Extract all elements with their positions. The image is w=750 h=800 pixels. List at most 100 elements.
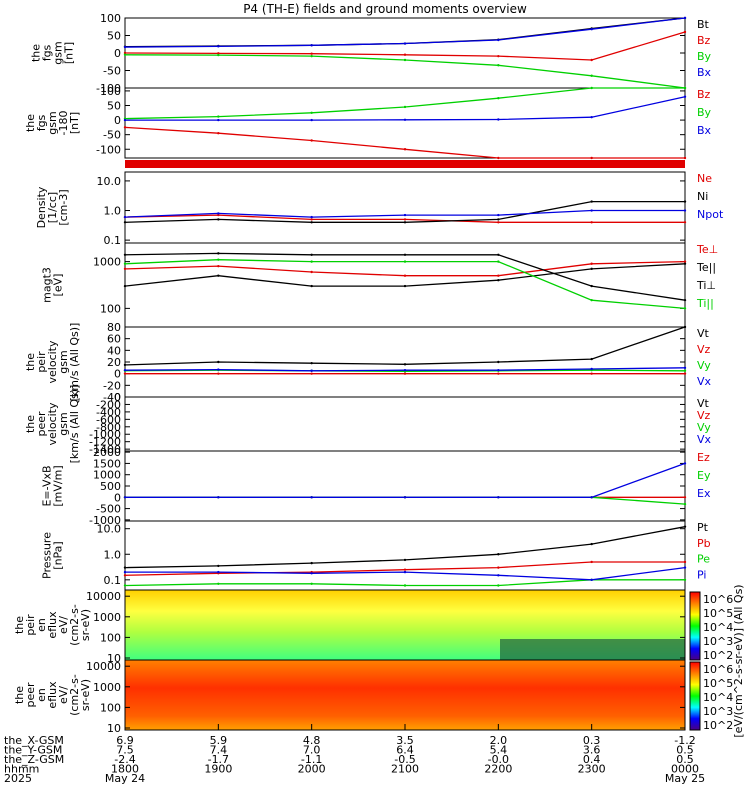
- xaxis-value: 4.8: [303, 734, 321, 747]
- colorbar: [689, 591, 701, 661]
- y-axis-label: sr-eV): [79, 679, 92, 711]
- legend-Bt: Bt: [697, 18, 710, 31]
- panel-vel_burst: 0-200-400-600-800-1000-1200-1400 thepeerv…: [24, 385, 712, 464]
- y-tick-label: -40: [103, 391, 121, 404]
- colorbar-tick-label: 10^4: [703, 621, 733, 634]
- series-point-Bz: [590, 58, 593, 62]
- y-tick-label: 10.0: [97, 523, 122, 536]
- series-point-Te||: [217, 274, 220, 277]
- series-point-Vx: [123, 368, 127, 372]
- y-tick-label: 20: [107, 356, 121, 369]
- legend-Vx: Vx: [697, 375, 712, 388]
- series-point-Ti⊥: [590, 284, 593, 288]
- y-axis-label: [km/s (All Qs)]: [68, 323, 81, 402]
- series-point-By: [123, 53, 127, 56]
- y-tick-label: 1000: [93, 681, 121, 694]
- panel-frame: [124, 396, 686, 452]
- series-line-Vt: [124, 326, 686, 366]
- series-line-By: [124, 87, 685, 120]
- legend-Ex: Ex: [697, 487, 711, 500]
- series-point-Te||: [590, 267, 593, 271]
- y-tick-label: 2000: [93, 446, 121, 459]
- series-point-Vt: [497, 360, 500, 364]
- xaxis-value: 0.3: [583, 734, 601, 747]
- y-tick-label: -500: [96, 503, 121, 516]
- spectrogram-lowflux-region: [500, 639, 685, 660]
- y-tick-label: 10000: [86, 660, 121, 673]
- series-point-By: [683, 86, 687, 90]
- y-axis-label: the: [30, 44, 43, 62]
- series-point-Npot: [403, 213, 407, 217]
- series-point-Te⊥: [310, 270, 313, 274]
- xaxis-value: 3.5: [396, 734, 414, 747]
- colorbar-tick-label: 10^2: [703, 649, 733, 662]
- y-tick-label: -600: [96, 413, 121, 426]
- series-point-Pt: [123, 566, 127, 569]
- xaxis-value: May 25: [665, 772, 705, 785]
- legend-By: By: [697, 50, 712, 63]
- y-axis-label: the: [13, 616, 26, 634]
- y-tick-label: 1500: [93, 457, 121, 470]
- series-point-Ti⊥: [310, 253, 313, 256]
- y-axis-label: gsm: [57, 412, 70, 435]
- series-point-Ti⊥: [403, 253, 407, 256]
- xaxis-value: 6.9: [116, 734, 134, 747]
- series-point-Vx: [683, 366, 687, 370]
- y-tick-label: 0.1: [104, 574, 122, 587]
- series-point-Bx: [217, 45, 220, 48]
- legend-Vz: Vz: [697, 409, 711, 422]
- series-point-Vz: [310, 372, 313, 375]
- series-point-Bz: [310, 52, 313, 55]
- y-tick-label: -400: [96, 406, 121, 419]
- y-axis-label: gsm: [46, 111, 59, 134]
- xaxis-value: 6.4: [396, 744, 414, 757]
- legend-Bz: Bz: [697, 34, 711, 47]
- y-tick-label: -100: [96, 82, 121, 95]
- legend-Bz: Bz: [697, 88, 711, 101]
- xaxis-row-label: hhmm: [4, 763, 39, 776]
- series-point-Bz: [217, 52, 220, 55]
- y-axis-label: eV/: [57, 686, 70, 704]
- y-tick-label: -20: [103, 379, 121, 392]
- y-tick-label: 1.0: [104, 548, 122, 561]
- xaxis-value: -1.2: [674, 734, 695, 747]
- series-point-Ex: [497, 496, 500, 499]
- colorbar-tick-label: 10^5: [703, 677, 733, 690]
- y-tick-label: 100: [100, 85, 121, 98]
- xaxis-value: 1900: [204, 763, 232, 776]
- y-tick-label: -50: [103, 65, 121, 78]
- series-point-Ex: [683, 462, 687, 465]
- series-point-Vx: [403, 368, 407, 372]
- series-point-Pe: [123, 584, 127, 587]
- series-point-Pe: [683, 578, 687, 582]
- series-point-Bx: [683, 16, 687, 20]
- colorbar-tick-label: 10^2: [703, 719, 733, 732]
- series-point-Bz: [123, 126, 127, 129]
- colorbar-tick-label: 10^3: [703, 635, 733, 648]
- series-point-Bx: [497, 38, 500, 42]
- xaxis-value: -2.4: [114, 753, 135, 766]
- series-point-Bz: [310, 139, 313, 142]
- series-point-Ni: [217, 218, 220, 221]
- y-axis-label: the: [24, 114, 37, 132]
- series-point-Te||: [310, 284, 313, 288]
- series-point-By: [403, 105, 407, 109]
- legend-Bx: Bx: [697, 66, 712, 79]
- panel-frame: [124, 171, 686, 244]
- series-point-Npot: [590, 209, 593, 212]
- xaxis-value: 0000: [671, 763, 699, 776]
- xaxis-value: 0.5: [676, 753, 694, 766]
- y-tick-label: 50: [107, 100, 121, 113]
- y-axis-label: sr-eV): [79, 609, 92, 641]
- y-axis-label: the: [24, 353, 37, 371]
- series-point-Vt: [683, 325, 687, 329]
- series-point-Npot: [217, 212, 220, 215]
- colorbar-label: [eV/(cm^2-s-sr-eV)] (All Qs): [732, 584, 745, 737]
- y-tick-label: 0: [114, 47, 121, 60]
- series-point-Pe: [310, 582, 313, 585]
- series-point-Bx: [590, 115, 593, 119]
- series-point-Bz: [497, 54, 500, 58]
- series-point-Ti⊥: [217, 252, 220, 255]
- y-axis-label: en: [35, 688, 48, 702]
